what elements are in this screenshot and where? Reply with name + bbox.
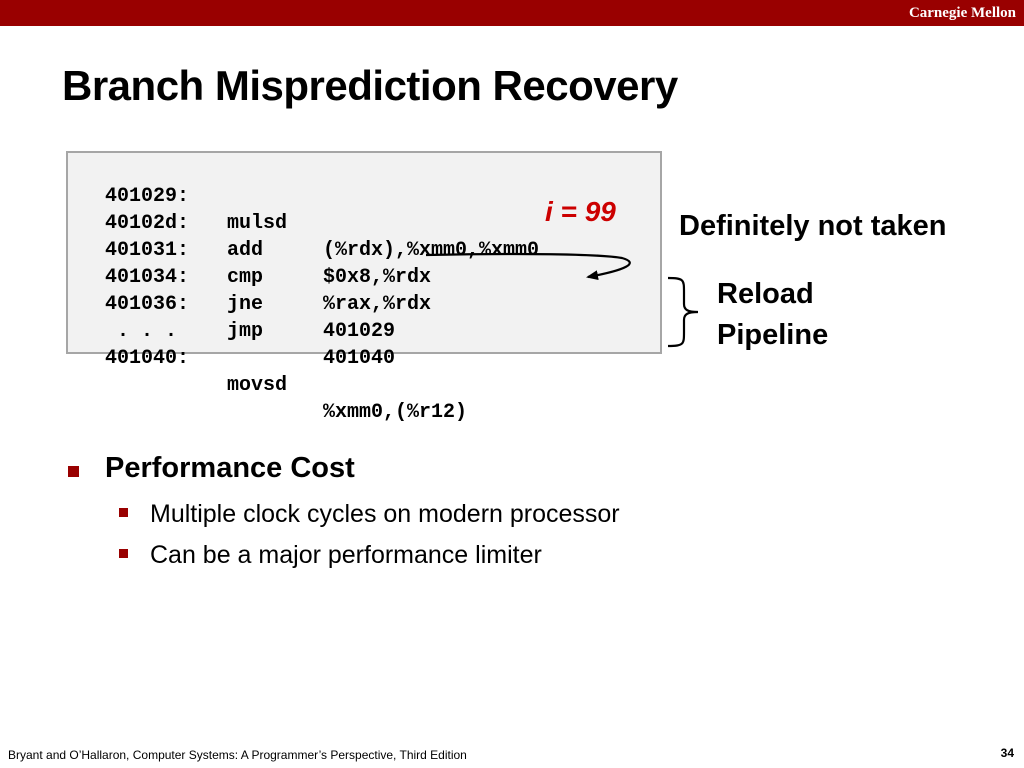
brand-label: Carnegie Mellon — [908, 5, 1016, 21]
iteration-label: i = 99 — [545, 196, 616, 227]
code-address: 40102d: — [105, 212, 190, 235]
code-operands: %rax,%rdx — [323, 293, 432, 316]
code-address: 401029: — [105, 185, 190, 208]
code-opcode: jmp — [227, 320, 264, 343]
code-line: 401040: movsd %xmm0,(%r12) — [105, 318, 467, 424]
sub-bullet-square-icon — [119, 549, 128, 558]
code-operands: 401029 — [323, 320, 396, 343]
code-line: 401034: jne 401029 — [105, 237, 395, 343]
code-ellipsis: . . . — [105, 320, 178, 343]
sub-bullet-text: Multiple clock cycles on modern processo… — [150, 500, 620, 528]
right-brace-icon — [667, 276, 699, 348]
page-number: 34 — [1000, 746, 1014, 760]
footer-citation: Bryant and O’Hallaron, Computer Systems:… — [8, 748, 467, 762]
sub-bullet-text: Can be a major performance limiter — [150, 541, 542, 569]
code-line: 401036: jmp 401040 — [105, 264, 395, 370]
pipeline-line: Pipeline — [717, 319, 829, 351]
code-line: 40102d: add $0x8,%rdx — [105, 183, 431, 289]
code-address: 401034: — [105, 266, 190, 289]
header-bar: Carnegie Mellon — [0, 0, 1024, 26]
code-opcode: movsd — [227, 374, 288, 397]
code-operands: $0x8,%rdx — [323, 266, 432, 289]
code-operands: 401040 — [323, 347, 396, 370]
code-opcode: cmp — [227, 266, 264, 289]
code-opcode: add — [227, 239, 264, 262]
bullet-square-icon — [68, 466, 79, 477]
code-opcode: mulsd — [227, 212, 288, 235]
definitely-not-taken-label: Definitely not taken — [679, 210, 947, 242]
bullet-text: Performance Cost — [105, 452, 355, 484]
reload-pipeline-label: Reload Pipeline — [717, 274, 828, 356]
slide-title: Branch Misprediction Recovery — [62, 62, 678, 109]
code-operands: %xmm0,(%r12) — [323, 401, 468, 424]
code-operands: (%rdx),%xmm0,%xmm0 — [323, 239, 540, 262]
code-opcode: jne — [227, 293, 264, 316]
sub-bullet-square-icon — [119, 508, 128, 517]
code-listing: 401029: mulsd (%rdx),%xmm0,%xmm0 40102d:… — [66, 151, 662, 424]
code-line: 401031: cmp %rax,%rdx — [105, 210, 431, 316]
code-address: 401031: — [105, 239, 190, 262]
code-address: 401040: — [105, 347, 190, 370]
code-ellipsis-line: . . . — [105, 291, 177, 343]
code-line: 401029: mulsd (%rdx),%xmm0,%xmm0 — [105, 156, 539, 262]
reload-line: Reload — [717, 278, 814, 310]
code-address: 401036: — [105, 293, 190, 316]
